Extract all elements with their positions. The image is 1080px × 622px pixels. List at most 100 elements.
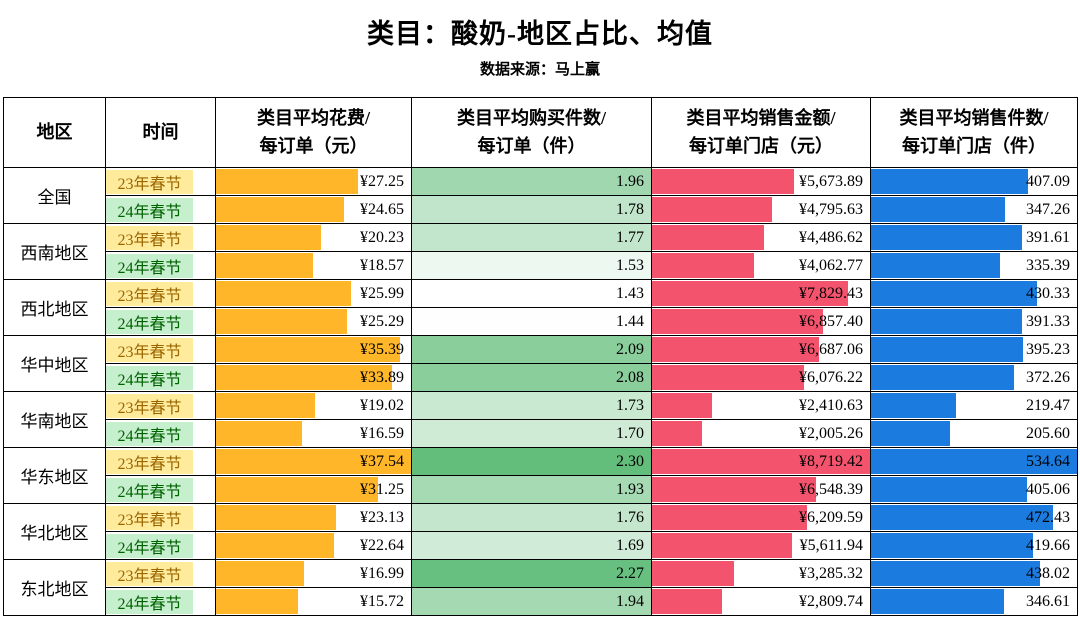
- time-cell: 23年春节: [105, 447, 216, 476]
- region-cell: 西南地区: [3, 223, 106, 280]
- spend-cell: ¥27.25: [215, 167, 412, 196]
- units-cell: 346.61: [870, 587, 1078, 616]
- time-period-chip: 24年春节: [106, 421, 193, 446]
- items-value: 1.69: [616, 536, 644, 554]
- spend-value: ¥16.59: [360, 424, 404, 442]
- sales-cell: ¥7,829.43: [651, 279, 871, 308]
- time-period-chip: 24年春节: [106, 309, 193, 334]
- table-row: 华北地区 23年春节 ¥23.13 1.76 ¥6,209.59 472.43: [3, 503, 1078, 560]
- items-value: 1.96: [616, 172, 644, 190]
- header-sales-line2: 每订单门店（元）: [689, 135, 833, 156]
- spend-value: ¥24.65: [360, 200, 404, 218]
- units-cell: 405.06: [870, 475, 1078, 504]
- units-value: 347.26: [1026, 200, 1070, 218]
- header-items: 类目平均购买件数/ 每订单（件）: [411, 97, 652, 168]
- time-period-chip: 24年春节: [106, 365, 193, 390]
- spend-value: ¥35.39: [360, 340, 404, 358]
- sales-bar: [652, 337, 820, 362]
- items-cell: 2.27: [411, 559, 652, 588]
- time-cell: 24年春节: [105, 251, 216, 280]
- spend-value: ¥19.02: [360, 396, 404, 414]
- items-cell: 1.76: [411, 503, 652, 532]
- sales-bar: [652, 365, 804, 390]
- items-cell: 1.94: [411, 587, 652, 616]
- sales-value: ¥6,209.59: [799, 508, 863, 526]
- time-cell: 23年春节: [105, 279, 216, 308]
- time-cell: 23年春节: [105, 391, 216, 420]
- time-period-chip: 23年春节: [106, 393, 193, 418]
- region-cell: 全国: [3, 167, 106, 224]
- sales-bar: [652, 421, 703, 446]
- spend-bar: [216, 225, 322, 250]
- spend-bar: [216, 589, 298, 614]
- items-value: 1.73: [616, 396, 644, 414]
- sales-value: ¥5,673.89: [799, 172, 863, 190]
- region-cell: 华东地区: [3, 447, 106, 504]
- table-row: 24年春节 ¥25.29 1.44 ¥6,857.40 391.33: [4, 307, 1078, 336]
- sales-value: ¥8,719.42: [799, 452, 863, 470]
- time-cell: 23年春节: [105, 335, 216, 364]
- sales-value: ¥4,486.62: [799, 228, 863, 246]
- spend-cell: ¥23.13: [215, 503, 412, 532]
- spend-bar: [216, 337, 400, 362]
- items-cell: 1.96: [411, 167, 652, 196]
- units-bar: [871, 477, 1028, 502]
- units-cell: 391.61: [870, 223, 1078, 252]
- items-cell: 1.69: [411, 531, 652, 560]
- time-cell: 24年春节: [105, 475, 216, 504]
- table-row: 24年春节 ¥15.72 1.94 ¥2,809.74 346.61: [4, 587, 1078, 616]
- time-cell: 24年春节: [105, 587, 216, 616]
- units-value: 335.39: [1026, 256, 1070, 274]
- spend-cell: ¥25.99: [215, 279, 412, 308]
- table-row: 西北地区 23年春节 ¥25.99 1.43 ¥7,829.43 430.33: [3, 279, 1078, 336]
- header-sales-line1: 类目平均销售金额/: [686, 107, 836, 128]
- sales-value: ¥5,611.94: [799, 536, 863, 554]
- units-cell: 205.60: [870, 419, 1078, 448]
- spend-value: ¥25.99: [360, 284, 404, 302]
- time-cell: 24年春节: [105, 195, 216, 224]
- region-cell: 西北地区: [3, 279, 106, 336]
- spend-bar: [216, 421, 303, 446]
- spend-value: ¥25.29: [360, 312, 404, 330]
- items-value: 1.78: [616, 200, 644, 218]
- time-period-chip: 23年春节: [106, 449, 193, 474]
- table-row: 24年春节 ¥33.89 2.08 ¥6,076.22 372.26: [4, 363, 1078, 392]
- spend-cell: ¥15.72: [215, 587, 412, 616]
- spend-cell: ¥16.99: [215, 559, 412, 588]
- region-cell: 华北地区: [3, 503, 106, 560]
- header-sales: 类目平均销售金额/ 每订单门店（元）: [651, 97, 871, 168]
- units-cell: 372.26: [870, 363, 1078, 392]
- time-cell: 24年春节: [105, 419, 216, 448]
- sales-bar: [652, 505, 808, 530]
- items-cell: 2.30: [411, 447, 652, 476]
- sales-bar: [652, 309, 824, 334]
- spend-bar: [216, 253, 313, 278]
- sales-bar: [652, 169, 794, 194]
- spend-value: ¥15.72: [360, 592, 404, 610]
- header-time: 时间: [105, 97, 216, 168]
- items-cell: 1.70: [411, 419, 652, 448]
- sales-cell: ¥6,209.59: [651, 503, 871, 532]
- header-spend-line2: 每订单（元）: [259, 135, 368, 156]
- region-cell: 东北地区: [3, 559, 106, 616]
- spend-value: ¥31.25: [360, 480, 404, 498]
- sales-cell: ¥5,611.94: [651, 531, 871, 560]
- sales-cell: ¥4,062.77: [651, 251, 871, 280]
- units-bar: [871, 505, 1054, 530]
- items-cell: 1.43: [411, 279, 652, 308]
- sales-value: ¥6,076.22: [799, 368, 863, 386]
- sales-value: ¥2,809.74: [799, 592, 863, 610]
- data-table: 地区 时间 类目平均花费/ 每订单（元） 类目平均购买件数/ 每订单（件） 类目…: [3, 97, 1078, 616]
- sales-bar: [652, 225, 765, 250]
- sales-cell: ¥4,486.62: [651, 223, 871, 252]
- spend-value: ¥20.23: [360, 228, 404, 246]
- sales-cell: ¥8,719.42: [651, 447, 871, 476]
- table-row: 华东地区 23年春节 ¥37.54 2.30 ¥8,719.42 534.64: [3, 447, 1078, 504]
- items-value: 1.93: [616, 480, 644, 498]
- units-value: 346.61: [1026, 592, 1070, 610]
- table-row: 东北地区 23年春节 ¥16.99 2.27 ¥3,285.32 438.02: [3, 559, 1078, 616]
- spend-cell: ¥25.29: [215, 307, 412, 336]
- sales-value: ¥6,548.39: [799, 480, 863, 498]
- table-row: 24年春节 ¥22.64 1.69 ¥5,611.94 419.66: [4, 531, 1078, 560]
- sales-cell: ¥2,809.74: [651, 587, 871, 616]
